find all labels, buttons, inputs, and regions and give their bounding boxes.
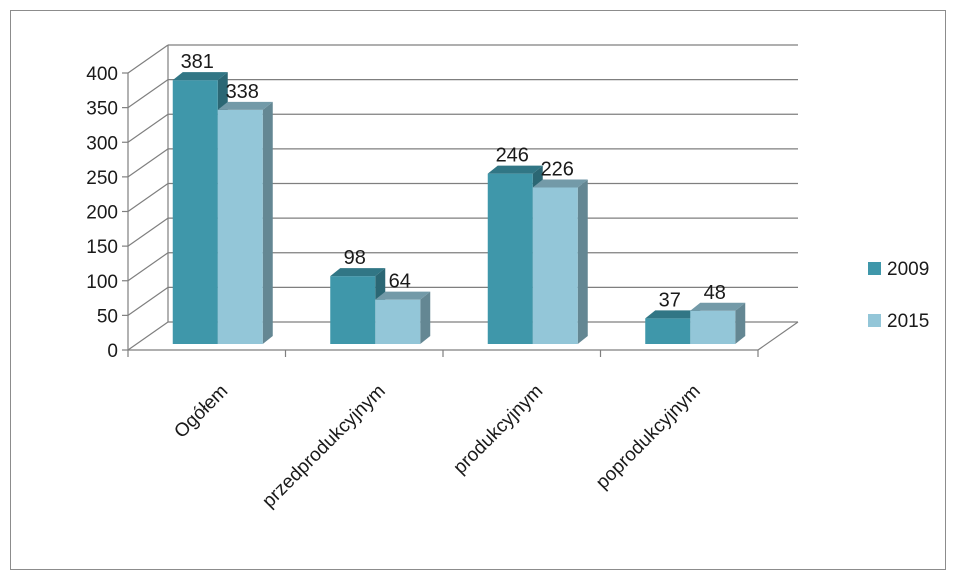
y-tick-label: 150 [86,237,118,258]
bar-top [690,302,746,311]
data-label: 226 [541,158,574,180]
side-gridline-250 [127,148,169,178]
data-label: 48 [704,282,726,304]
side-gridline-400 [127,44,169,74]
legend-label: 2009 [887,259,929,280]
data-label: 338 [226,81,259,103]
x-tick-label: przedprodukcyjnym [258,381,389,512]
legend-swatch-2015 [868,314,881,327]
bar-side [420,291,431,344]
data-label: 246 [496,145,529,167]
side-gridline-350 [127,79,169,109]
bar-2009-poprodukcyjnym [645,318,691,344]
bar-top [217,101,273,110]
x-tick-label: Ogółem [170,381,232,443]
y-tick-label: 400 [86,64,118,85]
bar-top [487,165,543,174]
y-tick-label: 300 [86,133,118,154]
bar-2009-produkcyjnym [487,173,533,344]
bar-2015-poprodukcyjnym [690,310,736,344]
bar-2015-Ogółem [217,109,263,344]
side-gridline-0 [127,321,169,351]
bar-top [645,310,701,319]
side-gridline-100 [127,252,169,282]
y-tick-label: 0 [107,341,118,362]
bar-top [172,72,228,81]
bar-2009-Ogółem [172,80,218,344]
data-label: 381 [181,51,214,73]
data-label: 64 [389,271,411,293]
data-label: 37 [659,289,681,311]
chart-frame [10,10,946,570]
legend-label: 2015 [887,311,929,332]
data-label: 98 [344,247,366,269]
side-gridline-200 [127,183,169,212]
y-tick-label: 50 [97,306,118,327]
bar-top [532,179,588,188]
x-tick-label: produkcyjnym [450,381,548,479]
y-tick-label: 200 [86,203,118,224]
x-tick-label: poprodukcyjnym [592,381,705,494]
side-gridline-150 [127,217,169,247]
side-gridline-300 [127,113,169,143]
side-gridline-50 [127,286,169,316]
y-tick-label: 250 [86,168,118,189]
floor-edge [757,321,799,351]
bar-2009-przedprodukcyjnym [330,276,376,344]
bar-2015-produkcyjnym [532,187,578,344]
bar-top [375,291,431,300]
y-tick-label: 100 [86,272,118,293]
bar-top [330,268,386,277]
bar-2015-przedprodukcyjnym [375,299,421,344]
bar-side [735,302,746,344]
legend-swatch-2009 [868,262,881,275]
y-tick-label: 350 [86,99,118,120]
bar-side [577,179,588,344]
bar-side [262,101,273,344]
